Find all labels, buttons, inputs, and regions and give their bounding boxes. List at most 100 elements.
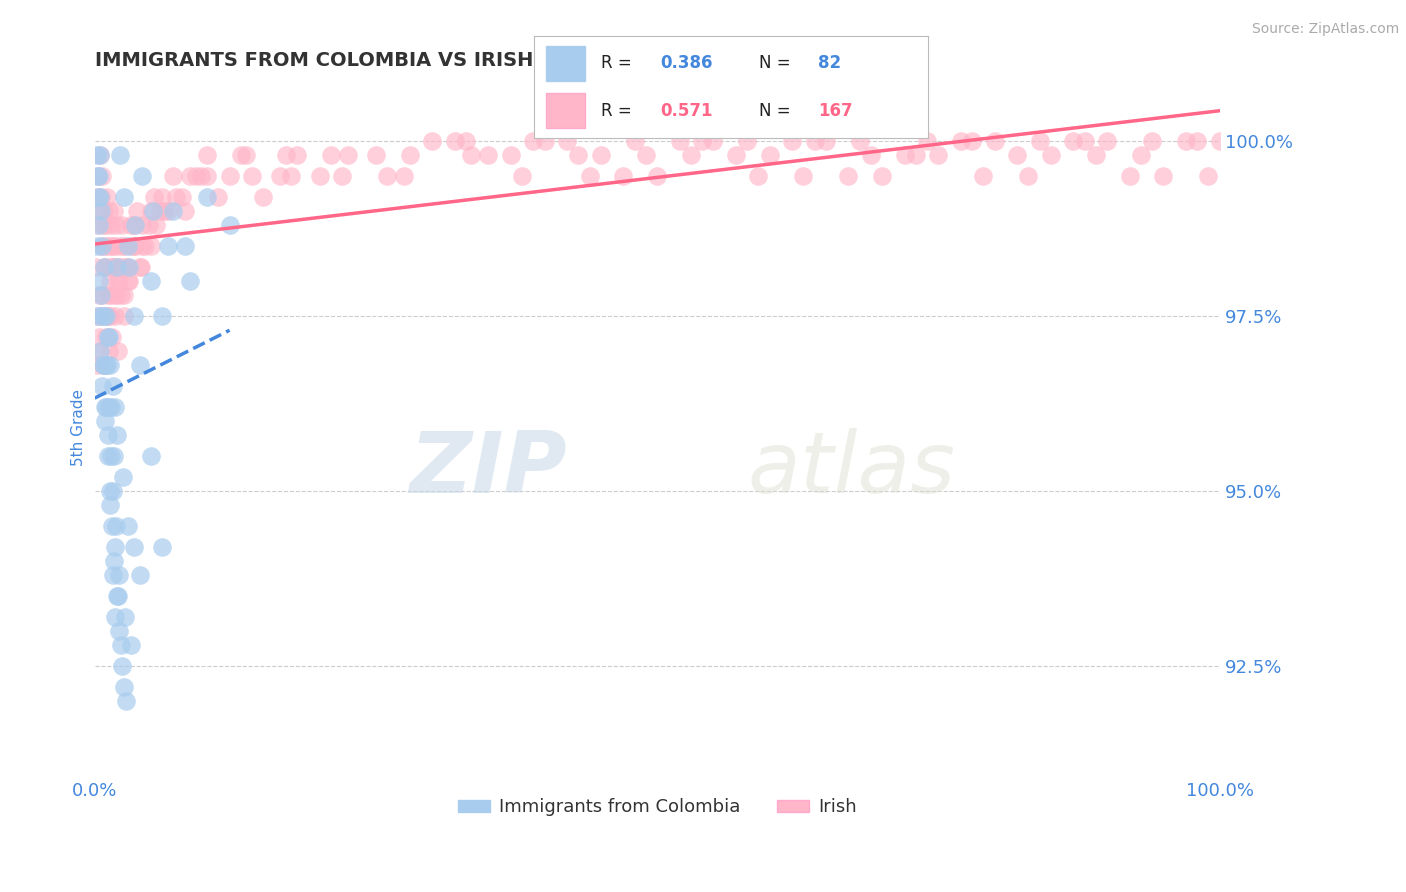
Point — [91, 218, 114, 232]
Point — [94, 400, 117, 414]
Point — [93, 414, 115, 428]
Point — [124, 218, 146, 232]
Point — [803, 134, 825, 148]
Point — [104, 519, 127, 533]
Point — [780, 134, 803, 148]
Point — [1118, 169, 1140, 183]
Point — [97, 239, 120, 253]
Point — [134, 239, 156, 253]
Point — [668, 134, 690, 148]
Point — [1129, 148, 1152, 162]
Point — [724, 148, 747, 162]
Point — [120, 638, 142, 652]
Point — [98, 483, 121, 498]
Point — [1005, 148, 1028, 162]
Point — [735, 134, 758, 148]
Y-axis label: 5th Grade: 5th Grade — [72, 390, 86, 467]
Point — [949, 134, 972, 148]
Point — [149, 204, 172, 219]
Point — [107, 274, 129, 288]
Point — [104, 218, 127, 232]
Point — [112, 288, 135, 302]
Point — [893, 148, 915, 162]
Point — [195, 148, 218, 162]
Point — [90, 288, 112, 302]
Text: N =: N = — [759, 102, 796, 120]
Point — [142, 204, 165, 219]
Point — [129, 260, 152, 274]
Point — [86, 358, 108, 372]
Point — [1095, 134, 1118, 148]
Point — [837, 169, 859, 183]
Legend: Immigrants from Colombia, Irish: Immigrants from Colombia, Irish — [450, 791, 863, 823]
Text: atlas: atlas — [747, 427, 955, 510]
Point — [510, 169, 533, 183]
Point — [1175, 134, 1198, 148]
Point — [108, 567, 131, 582]
Point — [1039, 148, 1062, 162]
Point — [1140, 134, 1163, 148]
Point — [150, 309, 173, 323]
Point — [98, 330, 121, 344]
Point — [915, 134, 938, 148]
Point — [252, 190, 274, 204]
Point — [142, 190, 165, 204]
Point — [110, 288, 132, 302]
Point — [98, 358, 121, 372]
Point — [96, 309, 118, 323]
Point — [122, 309, 145, 323]
Point — [84, 260, 107, 274]
Point — [96, 449, 118, 463]
Point — [97, 343, 120, 358]
Point — [90, 309, 112, 323]
Point — [308, 169, 330, 183]
Point — [91, 169, 114, 183]
Text: IMMIGRANTS FROM COLOMBIA VS IRISH 5TH GRADE CORRELATION CHART: IMMIGRANTS FROM COLOMBIA VS IRISH 5TH GR… — [94, 51, 905, 70]
Text: N =: N = — [759, 54, 796, 72]
Point — [555, 134, 578, 148]
Point — [90, 204, 112, 219]
Text: 82: 82 — [818, 54, 841, 72]
Point — [118, 260, 141, 274]
Point — [117, 239, 139, 253]
Point — [98, 309, 121, 323]
Point — [859, 148, 882, 162]
Point — [179, 274, 201, 288]
Point — [679, 148, 702, 162]
Point — [702, 134, 724, 148]
Point — [114, 694, 136, 708]
Point — [128, 260, 150, 274]
Point — [89, 343, 111, 358]
Point — [870, 169, 893, 183]
Point — [218, 218, 240, 232]
Point — [747, 169, 769, 183]
Point — [94, 330, 117, 344]
Point — [103, 449, 125, 463]
Point — [94, 218, 117, 232]
Point — [103, 260, 125, 274]
Point — [93, 260, 115, 274]
Point — [240, 169, 263, 183]
Point — [1152, 169, 1174, 183]
Text: 0.386: 0.386 — [661, 54, 713, 72]
Point — [105, 274, 128, 288]
Point — [122, 540, 145, 554]
Point — [84, 190, 107, 204]
Point — [90, 288, 112, 302]
Point — [612, 169, 634, 183]
Point — [87, 218, 110, 232]
Point — [91, 379, 114, 393]
Point — [96, 309, 118, 323]
Point — [1028, 134, 1050, 148]
Point — [105, 428, 128, 442]
Point — [100, 218, 122, 232]
Point — [93, 260, 115, 274]
Point — [93, 239, 115, 253]
Point — [104, 400, 127, 414]
Point — [578, 169, 600, 183]
Point — [792, 169, 814, 183]
Point — [105, 288, 128, 302]
Point — [172, 190, 194, 204]
Point — [173, 239, 195, 253]
Point — [207, 190, 229, 204]
